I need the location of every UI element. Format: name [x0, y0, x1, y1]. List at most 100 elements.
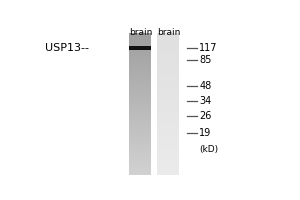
Bar [157, 75, 179, 76]
Bar [129, 63, 152, 64]
Bar [129, 96, 152, 97]
Bar [129, 113, 152, 114]
Bar [157, 116, 179, 117]
Bar [129, 144, 152, 145]
Bar [129, 122, 152, 123]
Bar [129, 136, 152, 137]
Bar [129, 66, 152, 67]
Bar [157, 98, 179, 99]
Bar [129, 105, 152, 106]
Bar [129, 174, 152, 175]
Bar [157, 75, 179, 76]
Bar [129, 75, 152, 76]
Bar [129, 64, 152, 65]
Bar [157, 169, 179, 170]
Bar [129, 134, 152, 135]
Bar [129, 84, 152, 85]
Bar [157, 66, 179, 67]
Bar [157, 58, 179, 59]
Bar [157, 70, 179, 71]
Bar [129, 109, 152, 110]
Bar [129, 155, 152, 156]
Bar [129, 138, 152, 139]
Bar [129, 141, 152, 142]
Bar [157, 76, 179, 77]
Bar [129, 41, 152, 42]
Bar [129, 39, 152, 40]
Bar [129, 81, 152, 82]
Bar [157, 136, 179, 137]
Bar [129, 48, 152, 49]
Bar [157, 158, 179, 159]
Bar [129, 148, 152, 149]
Bar [157, 118, 179, 119]
Bar [157, 41, 179, 42]
Bar [129, 99, 152, 100]
Bar [157, 40, 179, 41]
Bar [157, 88, 179, 89]
Bar [157, 67, 179, 68]
Text: brain: brain [129, 28, 153, 37]
Bar [157, 151, 179, 152]
Bar [129, 170, 152, 171]
Bar [157, 123, 179, 124]
Bar [129, 46, 152, 47]
Bar [157, 169, 179, 170]
Bar [129, 127, 152, 128]
Bar [157, 78, 179, 79]
Bar [157, 113, 179, 114]
Bar [157, 53, 179, 54]
Bar [129, 158, 152, 159]
Bar [157, 154, 179, 155]
Bar [157, 115, 179, 116]
Bar [129, 133, 152, 134]
Bar [157, 54, 179, 55]
Bar [157, 45, 179, 46]
Bar [157, 33, 179, 34]
Bar [157, 142, 179, 143]
Bar [129, 120, 152, 121]
Bar [129, 80, 152, 81]
Bar [157, 144, 179, 145]
Text: (kD): (kD) [199, 145, 218, 154]
Bar [157, 108, 179, 109]
Bar [157, 43, 179, 44]
Bar [129, 159, 152, 160]
Bar [157, 127, 179, 128]
Bar [129, 71, 152, 72]
Bar [129, 114, 152, 115]
Bar [157, 147, 179, 148]
Bar [129, 37, 152, 38]
Bar [129, 103, 152, 104]
Bar [129, 93, 152, 94]
Bar [157, 82, 179, 83]
Bar [129, 129, 152, 130]
Bar [157, 121, 179, 122]
Bar [129, 38, 152, 39]
Bar [157, 120, 179, 121]
Bar [157, 41, 179, 42]
Bar [129, 132, 152, 133]
Bar [157, 56, 179, 57]
Bar [157, 92, 179, 93]
Bar [157, 141, 179, 142]
Bar [157, 160, 179, 161]
Bar [157, 166, 179, 167]
Bar [157, 44, 179, 45]
Bar [157, 104, 179, 105]
Bar [129, 82, 152, 83]
Bar [129, 95, 152, 96]
Bar [157, 122, 179, 123]
Bar [129, 45, 152, 46]
Bar [157, 109, 179, 110]
Bar [157, 173, 179, 174]
Bar [157, 111, 179, 112]
Bar [129, 111, 152, 112]
Bar [157, 171, 179, 172]
Bar [129, 143, 152, 144]
Bar [157, 155, 179, 156]
Bar [129, 60, 152, 61]
Bar [129, 146, 152, 147]
Bar [129, 67, 152, 68]
Bar [157, 167, 179, 168]
